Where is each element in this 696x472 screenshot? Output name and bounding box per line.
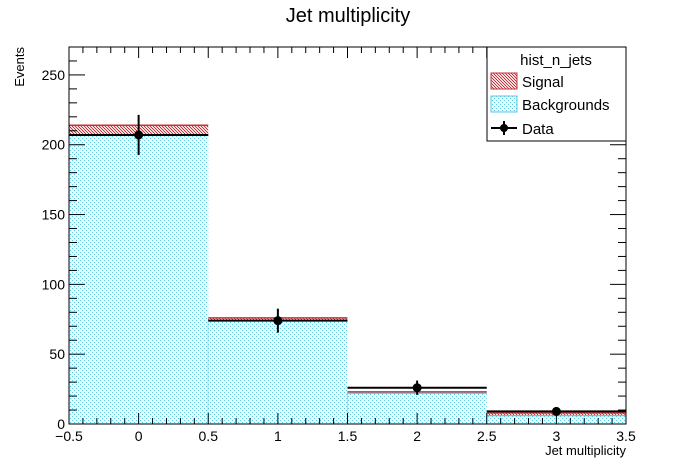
x-tick-label-8: 3.5 (616, 428, 636, 444)
data-point-1 (273, 316, 283, 326)
y-axis-label: Events (12, 47, 27, 87)
data-points-layer (69, 114, 626, 416)
chart-title: Jet multiplicity (286, 5, 410, 27)
x-tick-label-6: 2.5 (477, 428, 497, 444)
background-bar-1 (208, 320, 348, 424)
x-tick-label-3: 1 (274, 428, 282, 444)
legend-label-signal: Signal (522, 74, 564, 91)
legend-swatch-backgrounds (490, 95, 518, 113)
data-point-0 (134, 130, 144, 140)
legend-swatch-signal (490, 72, 518, 90)
background-bar-0 (69, 134, 209, 424)
legend-label-backgrounds: Backgrounds (522, 97, 610, 114)
x-tick-label-2: 0.5 (199, 428, 219, 444)
data-point-2 (412, 383, 422, 393)
y-tick-label-2: 100 (42, 276, 66, 292)
x-axis-label: Jet multiplicity (545, 443, 626, 458)
legend-title: hist_n_jets (520, 52, 592, 69)
y-tick-label-1: 50 (49, 346, 65, 362)
y-tick-label-0: 0 (57, 416, 65, 432)
x-tick-label-4: 1.5 (338, 428, 358, 444)
data-point-3 (551, 406, 561, 416)
x-tick-label-0: −0.5 (55, 428, 83, 444)
y-tick-label-4: 200 (42, 137, 66, 153)
legend-box (486, 46, 627, 142)
y-tick-label-3: 150 (42, 207, 66, 223)
x-tick-label-1: 0 (135, 428, 143, 444)
histogram-layer (69, 124, 626, 424)
x-tick-label-5: 2 (413, 428, 421, 444)
legend: hist_n_jets Signal Backgrounds Data (486, 46, 627, 142)
legend-marker-data (491, 121, 517, 135)
x-tick-label-7: 3 (552, 428, 560, 444)
legend-label-data: Data (522, 121, 554, 138)
y-tick-label-5: 250 (42, 67, 66, 83)
